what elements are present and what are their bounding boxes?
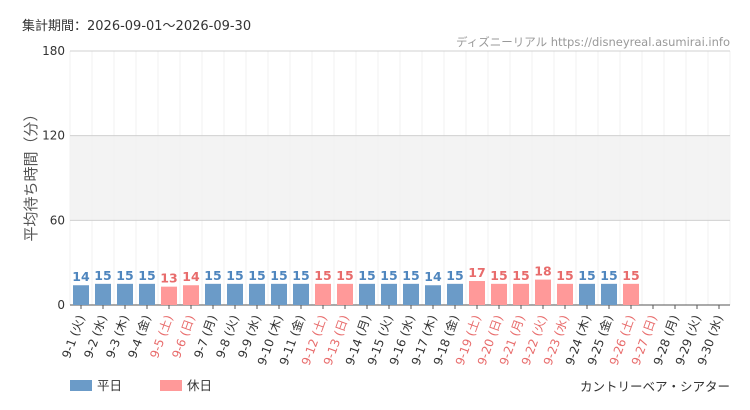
bar-value-label: 14 <box>424 269 442 284</box>
bars <box>73 279 639 305</box>
bar <box>205 283 221 305</box>
bar <box>447 283 463 305</box>
bar-value-label: 15 <box>138 268 155 283</box>
gridlines <box>69 50 731 306</box>
bar-value-label: 15 <box>556 268 573 283</box>
bar <box>337 283 353 305</box>
bar-value-label: 15 <box>600 268 617 283</box>
bar-value-label: 17 <box>468 265 485 280</box>
bar <box>117 283 133 305</box>
period-label: 集計期間：2026-09-01～2026-09-30 <box>22 18 251 34</box>
bar-value-label: 18 <box>534 264 551 279</box>
bar-value-label: 13 <box>160 271 177 286</box>
bar-value-label: 15 <box>578 268 595 283</box>
bar <box>491 283 507 305</box>
bar <box>381 283 397 305</box>
bar-value-label: 15 <box>380 268 397 283</box>
bar-value-label: 15 <box>94 268 111 283</box>
bar-labels: 14 15 15 15 13 14 15 15 15 15 15 15 15 15 15 15 14 15 17 15… <box>72 264 639 286</box>
bar <box>249 283 265 305</box>
bar-value-label: 15 <box>358 268 375 283</box>
bar <box>73 285 89 305</box>
bar <box>315 283 331 305</box>
bar <box>403 283 419 305</box>
bar <box>293 283 309 305</box>
bar-value-label: 15 <box>226 268 243 283</box>
bar-value-label: 15 <box>490 268 507 283</box>
bar <box>535 279 551 305</box>
x-axis-ticks: 9-1 (火)9-2 (水)9-3 (木)9-4 (金)9-5 (土)9-6 (… <box>59 305 726 367</box>
y-tick-label: 60 <box>50 213 65 227</box>
bar <box>601 283 617 305</box>
legend: 平日 休日 <box>70 378 212 393</box>
bar <box>161 286 177 305</box>
bar <box>579 283 595 305</box>
y-axis-label: 平均待ち時間（分） <box>22 106 40 241</box>
bar-value-label: 15 <box>314 268 331 283</box>
bar-value-label: 15 <box>292 268 309 283</box>
bar <box>183 285 199 305</box>
bar-value-label: 15 <box>446 268 463 283</box>
bar <box>469 281 485 305</box>
bar-value-label: 15 <box>336 268 353 283</box>
legend-label-weekday: 平日 <box>97 378 122 393</box>
legend-label-holiday: 休日 <box>187 378 212 393</box>
bar-value-label: 15 <box>204 268 221 283</box>
bar <box>139 283 155 305</box>
bar <box>425 285 441 305</box>
bar-value-label: 15 <box>622 268 639 283</box>
y-tick-label: 120 <box>42 129 65 143</box>
source-label: ディズニーリアル https://disneyreal.asumirai.inf… <box>456 35 730 49</box>
legend-swatch-weekday <box>70 380 92 391</box>
bar-value-label: 15 <box>248 268 265 283</box>
attraction-name: カントリーベア・シアター <box>580 379 730 394</box>
bar-value-label: 15 <box>270 268 287 283</box>
bar-value-label: 15 <box>116 268 133 283</box>
legend-swatch-holiday <box>160 380 182 391</box>
bar-value-label: 15 <box>512 268 529 283</box>
y-axis-ticks: 0 60 120 180 <box>42 44 65 312</box>
bar <box>557 283 573 305</box>
y-tick-label: 0 <box>57 298 65 312</box>
bar-value-label: 15 <box>402 268 419 283</box>
bar <box>95 283 111 305</box>
bar <box>623 283 639 305</box>
bar <box>227 283 243 305</box>
bar <box>271 283 287 305</box>
bar-value-label: 14 <box>72 269 90 284</box>
y-tick-label: 180 <box>42 44 65 58</box>
bar-value-label: 14 <box>182 269 200 284</box>
bar <box>513 283 529 305</box>
bar <box>359 283 375 305</box>
